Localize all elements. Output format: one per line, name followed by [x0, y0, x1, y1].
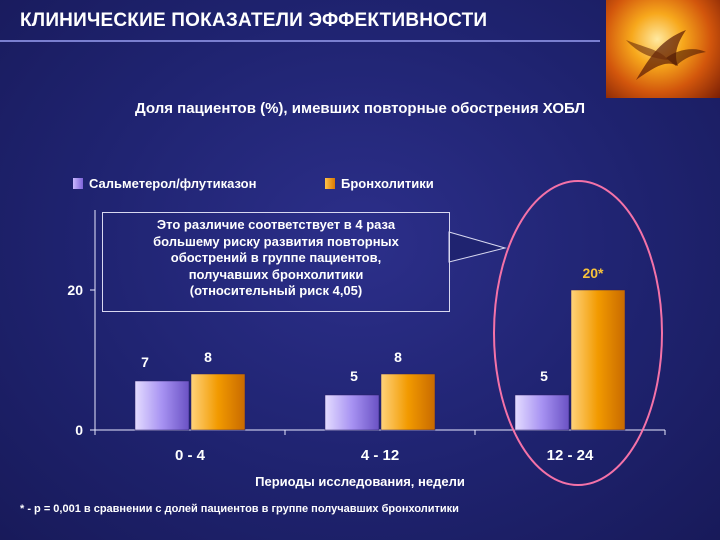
title-divider: [0, 40, 600, 42]
data-label: 20*: [582, 265, 604, 281]
bar-bronchodilators: [380, 373, 436, 431]
bar-salmeterol: [514, 394, 570, 431]
x-tick-label: 4 - 12: [361, 447, 399, 464]
phoenix-logo-image: [606, 0, 720, 98]
data-label: 5: [350, 368, 358, 384]
bar-bronchodilators: [570, 289, 626, 431]
data-label: 8: [394, 349, 402, 365]
chart-subtitle: Доля пациентов (%), имевших повторные об…: [135, 100, 585, 117]
legend-swatch-bronchodilators: [325, 178, 335, 189]
legend-label-salmeterol: Сальметерол/флутиказон: [89, 176, 257, 191]
legend-item-bronchodilators: Бронхолитики: [325, 176, 434, 191]
footnote: * - р = 0,001 в сравнении с долей пациен…: [20, 503, 459, 515]
x-tick-label: 12 - 24: [547, 447, 594, 464]
bar-bronchodilators: [190, 373, 246, 431]
data-label: 5: [540, 368, 548, 384]
bar-salmeterol: [134, 380, 190, 431]
annotation-line: Это различие соответствует в 4 раза: [156, 217, 396, 232]
x-tick-label: 0 - 4: [175, 447, 206, 464]
legend-label-bronchodilators: Бронхолитики: [341, 176, 434, 191]
data-label: 7: [141, 354, 149, 370]
annotation-line: большему риску развития повторных: [153, 233, 399, 249]
y-tick-label: 0: [75, 422, 83, 438]
page-title: КЛИНИЧЕСКИЕ ПОКАЗАТЕЛИ ЭФФЕКТИВНОСТИ: [20, 10, 488, 31]
annotation-line: (относительный риск 4,05): [189, 283, 363, 298]
y-tick-label: 20: [67, 282, 83, 298]
bar-salmeterol: [324, 394, 380, 431]
callout-pointer: [448, 231, 507, 263]
legend-item-salmeterol: Сальметерол/флутиказон: [73, 176, 256, 191]
annotation-line: получавших бронхолитики: [188, 266, 364, 282]
annotation-box: Это различие соответствует в 4 раза боль…: [102, 212, 450, 312]
annotation-line: обострений в группе пациентов,: [170, 250, 382, 265]
highlight-ellipse: [493, 180, 663, 486]
legend-swatch-salmeterol: [73, 178, 83, 189]
data-label: 8: [204, 349, 212, 365]
x-axis-title: Периоды исследования, недели: [255, 474, 465, 489]
